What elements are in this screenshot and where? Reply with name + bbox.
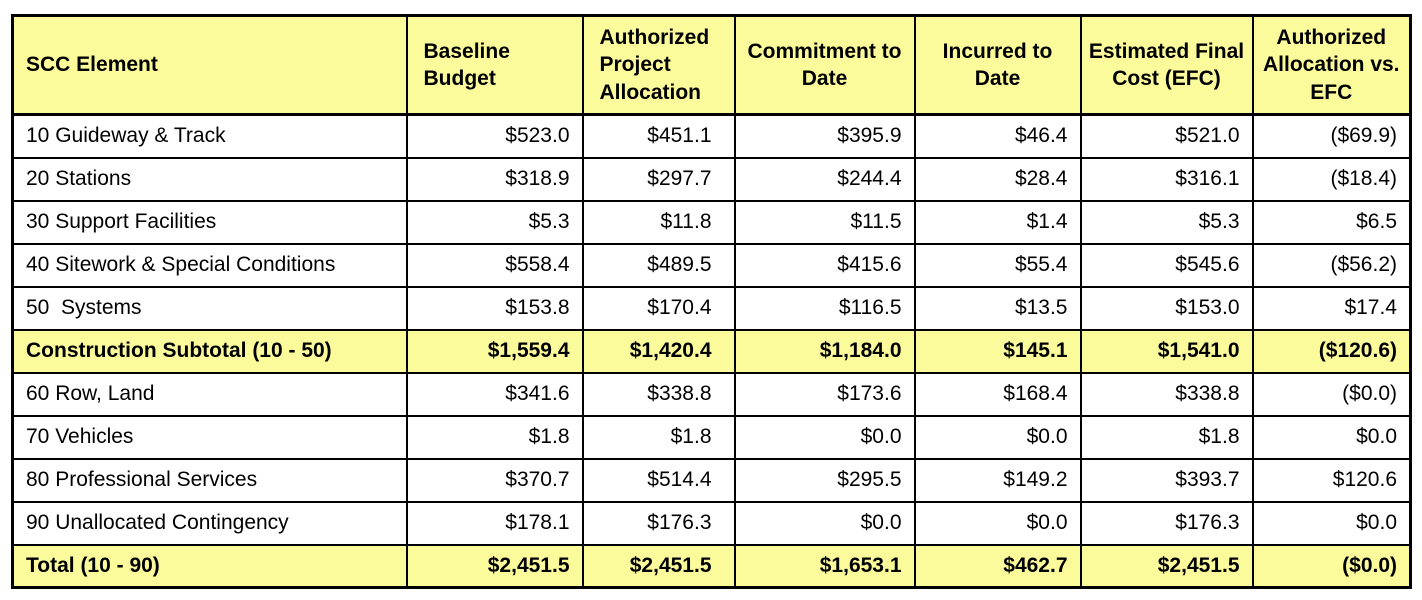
value-cell: $0.0 (733, 500, 916, 546)
value-cell: $338.8 (581, 371, 736, 417)
value-cell: $2,451.5 (1079, 543, 1254, 589)
table-row-unallocated-contingency: 90 Unallocated Contingency $178.1 $176.3… (11, 500, 1412, 546)
value-cell: $1.8 (405, 414, 584, 460)
value-cell: ($0.0) (1251, 543, 1412, 589)
value-cell: $1,541.0 (1079, 328, 1254, 374)
value-cell: $168.4 (913, 371, 1082, 417)
value-cell: $395.9 (733, 113, 916, 159)
value-cell: $297.7 (581, 156, 736, 202)
header-commitment-to-date: Commitment to Date (733, 14, 916, 116)
header-authorized-project-allocation: Authorized Project Allocation (581, 14, 736, 116)
row-label-cell: 30 Support Facilities (11, 199, 408, 245)
row-label-cell: 90 Unallocated Contingency (11, 500, 408, 546)
value-cell: $338.8 (1079, 371, 1254, 417)
header-row: SCC Element Baseline Budget Authorized P… (11, 14, 1412, 116)
value-cell: $13.5 (913, 285, 1082, 331)
row-label-cell: 70 Vehicles (11, 414, 408, 460)
value-cell: $116.5 (733, 285, 916, 331)
value-cell: $523.0 (405, 113, 584, 159)
table-row-systems: 50 Systems $153.8 $170.4 $116.5 $13.5 $1… (11, 285, 1412, 331)
value-cell: $1,559.4 (405, 328, 584, 374)
row-label-cell: 80 Professional Services (11, 457, 408, 503)
value-cell: $244.4 (733, 156, 916, 202)
value-cell: $17.4 (1251, 285, 1412, 331)
row-label-cell: 20 Stations (11, 156, 408, 202)
value-cell: $415.6 (733, 242, 916, 288)
value-cell: $0.0 (913, 414, 1082, 460)
value-cell: $341.6 (405, 371, 584, 417)
value-cell: $2,451.5 (581, 543, 736, 589)
value-cell: $2,451.5 (405, 543, 584, 589)
value-cell: $5.3 (405, 199, 584, 245)
value-cell: $28.4 (913, 156, 1082, 202)
value-cell: $1,653.1 (733, 543, 916, 589)
header-incurred-to-date: Incurred to Date (913, 14, 1082, 116)
value-cell: $1.8 (1079, 414, 1254, 460)
value-cell: ($120.6) (1251, 328, 1412, 374)
value-cell: $55.4 (913, 242, 1082, 288)
value-cell: $5.3 (1079, 199, 1254, 245)
value-cell: $170.4 (581, 285, 736, 331)
value-cell: $316.1 (1079, 156, 1254, 202)
value-cell: $1.4 (913, 199, 1082, 245)
value-cell: $1.8 (581, 414, 736, 460)
value-cell: $370.7 (405, 457, 584, 503)
value-cell: $0.0 (733, 414, 916, 460)
value-cell: $1,420.4 (581, 328, 736, 374)
header-estimated-final-cost: Estimated Final Cost (EFC) (1079, 14, 1254, 116)
header-scc-element: SCC Element (11, 14, 408, 116)
row-label-cell: 10 Guideway & Track (11, 113, 408, 159)
table-row-vehicles: 70 Vehicles $1.8 $1.8 $0.0 $0.0 $1.8 $0.… (11, 414, 1412, 460)
table-row-guideway-track: 10 Guideway & Track $523.0 $451.1 $395.9… (11, 113, 1412, 159)
value-cell: $120.6 (1251, 457, 1412, 503)
table-row-stations: 20 Stations $318.9 $297.7 $244.4 $28.4 $… (11, 156, 1412, 202)
value-cell: $514.4 (581, 457, 736, 503)
value-cell: $0.0 (1251, 500, 1412, 546)
value-cell: $451.1 (581, 113, 736, 159)
table-row-row-land: 60 Row, Land $341.6 $338.8 $173.6 $168.4… (11, 371, 1412, 417)
value-cell: $1,184.0 (733, 328, 916, 374)
row-label-cell: 50 Systems (11, 285, 408, 331)
value-cell: ($18.4) (1251, 156, 1412, 202)
table-row-construction-subtotal: Construction Subtotal (10 - 50) $1,559.4… (11, 328, 1412, 374)
table-row-support-facilities: 30 Support Facilities $5.3 $11.8 $11.5 $… (11, 199, 1412, 245)
value-cell: ($69.9) (1251, 113, 1412, 159)
value-cell: $153.8 (405, 285, 584, 331)
scc-cost-summary-table: SCC Element Baseline Budget Authorized P… (11, 14, 1412, 589)
value-cell: $145.1 (913, 328, 1082, 374)
table-row-total: Total (10 - 90) $2,451.5 $2,451.5 $1,653… (11, 543, 1412, 589)
value-cell: $11.8 (581, 199, 736, 245)
value-cell: $178.1 (405, 500, 584, 546)
row-label-cell: Construction Subtotal (10 - 50) (11, 328, 408, 374)
value-cell: $0.0 (913, 500, 1082, 546)
value-cell: $6.5 (1251, 199, 1412, 245)
value-cell: $489.5 (581, 242, 736, 288)
value-cell: $521.0 (1079, 113, 1254, 159)
value-cell: $176.3 (581, 500, 736, 546)
value-cell: $462.7 (913, 543, 1082, 589)
table-row-professional-services: 80 Professional Services $370.7 $514.4 $… (11, 457, 1412, 503)
value-cell: ($56.2) (1251, 242, 1412, 288)
header-authorized-allocation-vs-efc: Authorized Allocation vs. EFC (1251, 14, 1412, 116)
row-label-cell: 40 Sitework & Special Conditions (11, 242, 408, 288)
header-baseline-budget: Baseline Budget (405, 14, 584, 116)
value-cell: $46.4 (913, 113, 1082, 159)
value-cell: $295.5 (733, 457, 916, 503)
value-cell: $11.5 (733, 199, 916, 245)
value-cell: $176.3 (1079, 500, 1254, 546)
value-cell: $393.7 (1079, 457, 1254, 503)
value-cell: $545.6 (1079, 242, 1254, 288)
row-label-cell: 60 Row, Land (11, 371, 408, 417)
value-cell: $558.4 (405, 242, 584, 288)
value-cell: $149.2 (913, 457, 1082, 503)
value-cell: $318.9 (405, 156, 584, 202)
value-cell: $153.0 (1079, 285, 1254, 331)
table-row-sitework-special-conditions: 40 Sitework & Special Conditions $558.4 … (11, 242, 1412, 288)
value-cell: $0.0 (1251, 414, 1412, 460)
value-cell: ($0.0) (1251, 371, 1412, 417)
value-cell: $173.6 (733, 371, 916, 417)
row-label-cell: Total (10 - 90) (11, 543, 408, 589)
